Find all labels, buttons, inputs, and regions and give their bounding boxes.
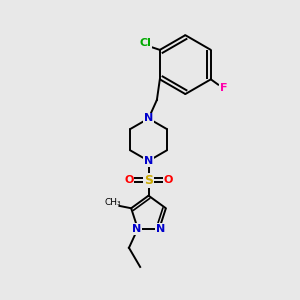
Text: F: F (220, 83, 227, 93)
Text: S: S (144, 173, 153, 187)
Text: CH₃: CH₃ (104, 199, 121, 208)
Text: Cl: Cl (139, 38, 151, 48)
Text: N: N (132, 224, 141, 234)
Text: N: N (144, 156, 153, 166)
Text: O: O (124, 175, 134, 185)
Text: N: N (156, 224, 165, 234)
Text: N: N (144, 113, 153, 124)
Text: O: O (164, 175, 173, 185)
